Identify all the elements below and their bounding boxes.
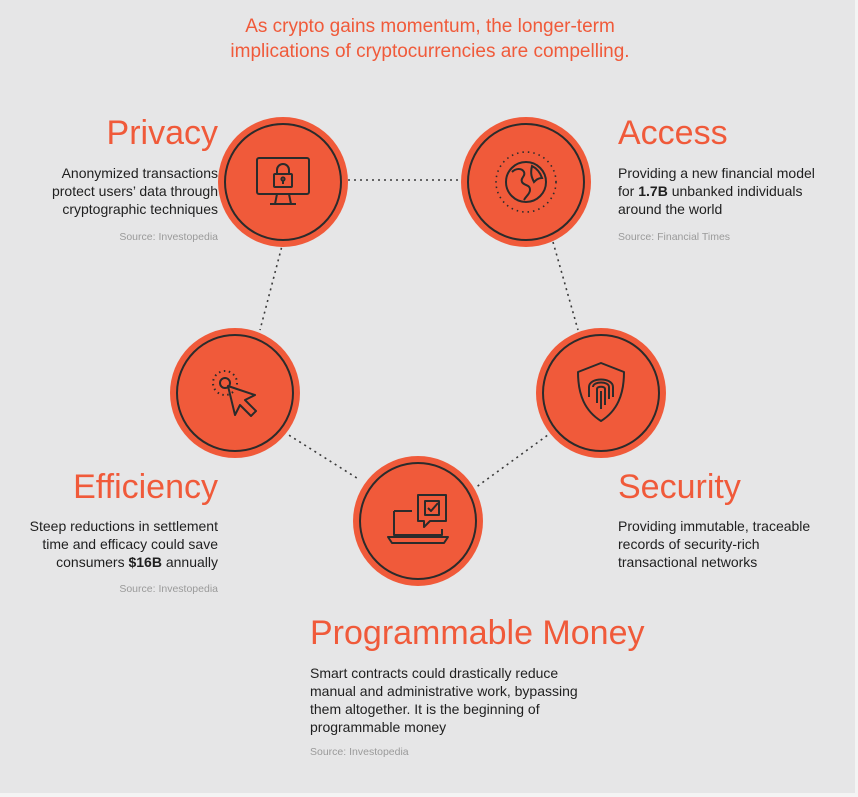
privacy-title: Privacy [106,114,218,152]
cursor-click-icon [212,370,257,417]
access-source: Source: Financial Times [618,231,731,243]
privacy-ring [224,123,342,241]
connector-access-security [552,241,579,331]
connector-efficiency-programmable [283,431,361,481]
efficiency-description-post: annually [161,554,218,570]
efficiency-source: Source: Investopedia [119,583,218,595]
efficiency-description-pre: Steep reductions in settlement time and … [29,518,218,570]
security-description: Providing immutable, traceable records o… [618,518,811,570]
access-ring [467,123,585,241]
headline-line-1: As crypto gains momentum, the longer-ter… [245,16,615,37]
privacy-source: Source: Investopedia [119,231,218,243]
security-title: Security [618,468,741,506]
access-node [461,117,591,247]
shield-fingerprint-icon [577,362,625,422]
efficiency-ring [176,334,294,452]
efficiency-description-highlight: $16B [128,554,162,570]
programmable-money-source: Source: Investopedia [310,746,409,758]
laptop-checkbox-icon [387,494,449,544]
connector-privacy-efficiency [259,241,284,331]
programmable-money-node [353,456,483,586]
headline: As crypto gains momentum, the longer-ter… [150,14,710,64]
globe-icon [495,151,557,213]
monitor-lock-icon [256,157,310,205]
connector-security-programmable [474,431,553,489]
efficiency-node [170,328,300,458]
efficiency-title: Efficiency [73,468,218,506]
privacy-node [218,117,348,247]
security-node [536,328,666,458]
programmable-money-description: Smart contracts could drastically reduce… [310,665,578,735]
privacy-description: Anonymized transactions protect users’ d… [51,165,218,217]
programmable-money-ring [359,462,477,580]
programmable-money-title: Programmable Money [310,614,645,652]
headline-line-2: implications of cryptocurrencies are com… [230,41,630,62]
access-description: Providing a new financial model for 1.7B… [618,164,823,218]
security-ring [542,334,660,452]
access-description-pre: Providing a new financial model for [618,165,815,199]
access-title: Access [618,114,728,152]
access-description-post: unbanked individuals around the world [618,183,803,217]
access-description-highlight: 1.7B [638,183,668,199]
efficiency-description: Steep reductions in settlement time and … [8,517,218,571]
